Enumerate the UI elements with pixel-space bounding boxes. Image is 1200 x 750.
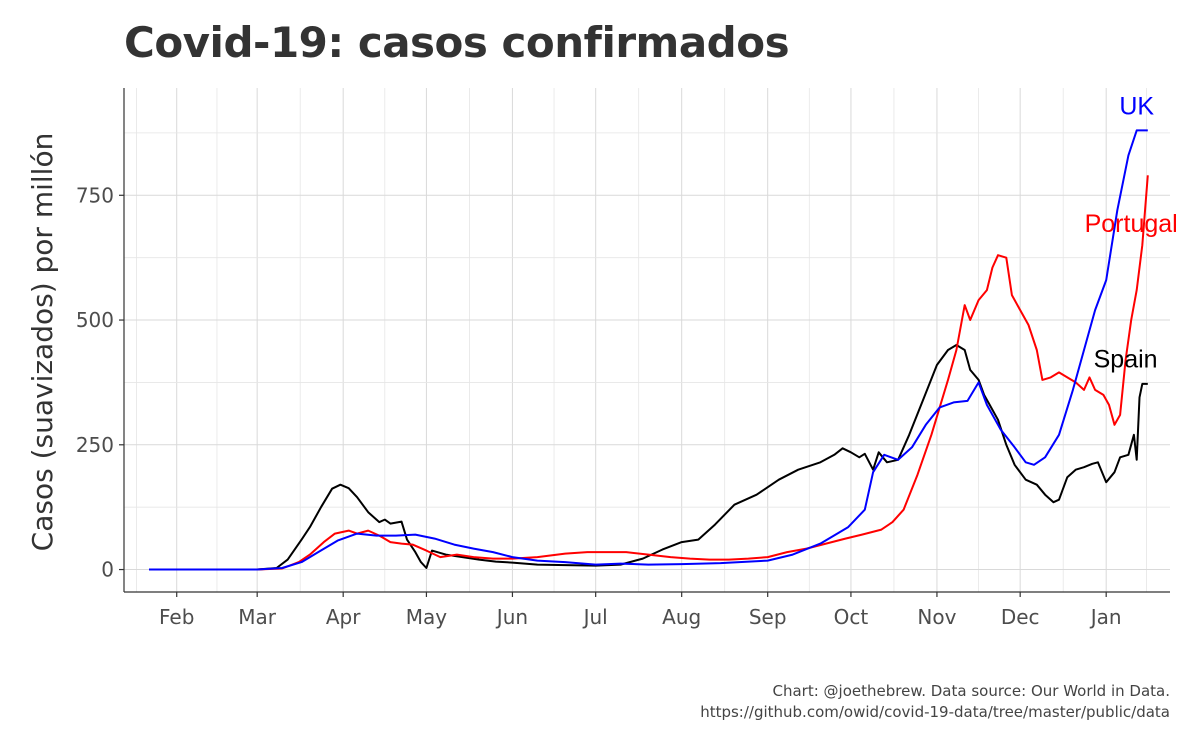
caption-line-1: Chart: @joethebrew. Data source: Our Wor… — [772, 682, 1171, 700]
grid — [124, 88, 1170, 592]
series-label-spain: Spain — [1094, 346, 1158, 374]
series-line-spain — [149, 344, 1148, 571]
series-labels: UK Portugal Spain — [1085, 93, 1178, 374]
x-tick-label: Jun — [495, 605, 528, 629]
x-tick-label: Jul — [582, 605, 608, 629]
x-tick-label: Aug — [662, 605, 701, 629]
chart-caption: Chart: @joethebrew. Data source: Our Wor… — [700, 681, 1170, 723]
y-tick-label: 250 — [76, 433, 114, 457]
x-tick-label: Oct — [834, 605, 869, 629]
x-tick-label: Nov — [917, 605, 956, 629]
series-line-portugal — [149, 175, 1149, 571]
series-layer — [149, 129, 1149, 571]
x-tick-label: Feb — [159, 605, 194, 629]
x-tick-label: Mar — [238, 605, 277, 629]
y-tick-label: 750 — [76, 183, 114, 207]
x-tick-label: Apr — [326, 605, 361, 629]
axes: 0 250 500 750 Feb Mar Apr May Jun Jul Aug Sep Oct Nov… — [76, 88, 1170, 629]
caption-line-2: https://github.com/owid/covid-19-data/tr… — [700, 703, 1170, 721]
x-tick-label: Jan — [1089, 605, 1122, 629]
x-tick-label: Dec — [1001, 605, 1040, 629]
x-tick-label: Sep — [749, 605, 787, 629]
y-tick-label: 0 — [101, 558, 114, 582]
series-line-uk — [149, 129, 1148, 571]
chart-title: Covid-19: casos confirmados — [124, 18, 790, 67]
series-label-uk: UK — [1119, 93, 1154, 121]
y-tick-label: 500 — [76, 308, 114, 332]
x-tick-label: May — [406, 605, 448, 629]
y-axis-label: Casos (suavizados) por millón — [26, 133, 59, 552]
series-label-portugal: Portugal — [1085, 210, 1178, 238]
